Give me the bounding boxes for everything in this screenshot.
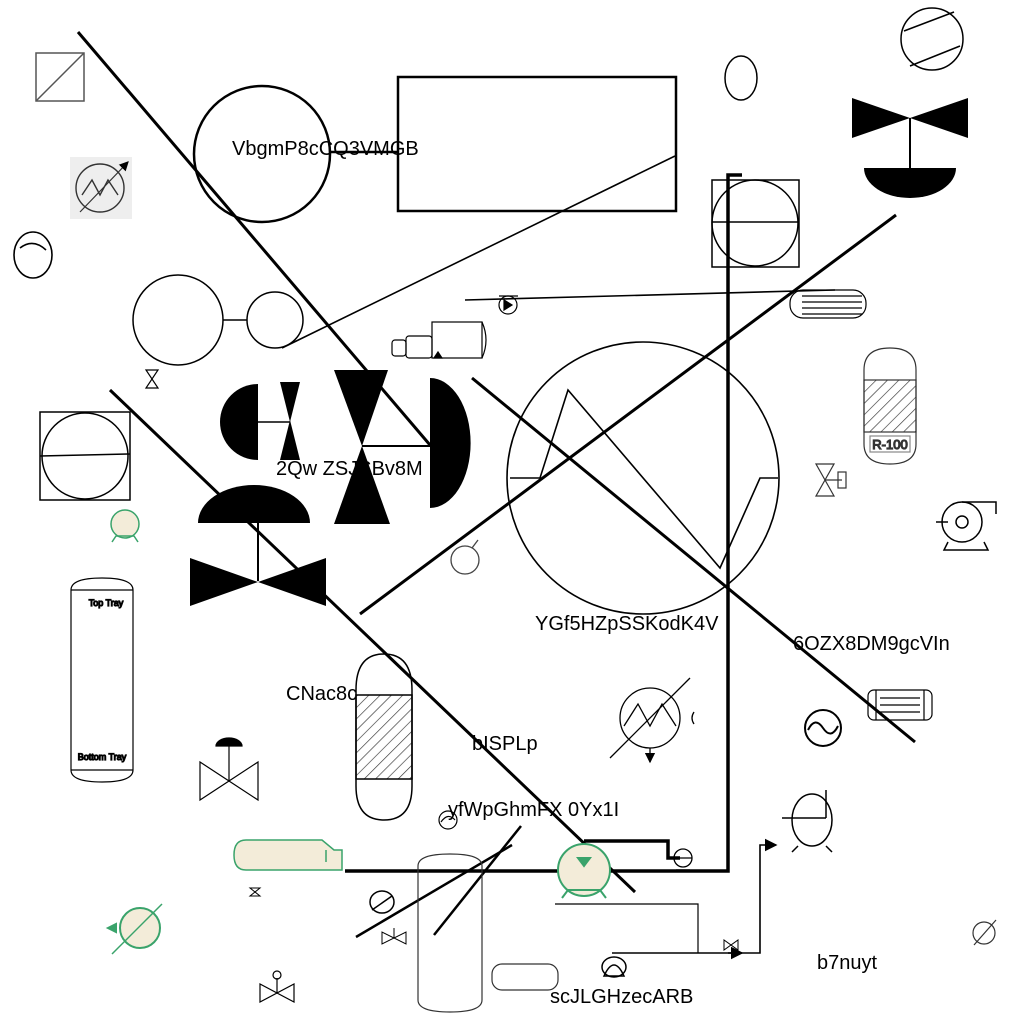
label-valve: 2Qw ZSJSBv8M [276, 458, 423, 480]
instrument-box [35, 52, 85, 102]
horizontal-drum [491, 963, 559, 991]
control-valve [852, 98, 968, 198]
heater-symbol [804, 709, 842, 747]
double-compressor [132, 274, 304, 366]
shell-exchanger-2 [867, 689, 933, 721]
instrument-icon [972, 919, 997, 946]
line-pump [673, 848, 693, 871]
label-compressor: VbgmP8cCQ3VMGB [232, 138, 419, 160]
shell-exchanger [789, 289, 867, 319]
motor-pump [391, 321, 487, 359]
reactor-r100: R-100 [863, 347, 917, 465]
process-line [612, 838, 778, 954]
inline-valve [723, 939, 739, 951]
process-line [555, 903, 699, 953]
column-bottom-label: Bottom Tray [78, 752, 127, 762]
process-line [108, 388, 637, 894]
round-exchanger [609, 677, 695, 764]
sensor-icon [450, 539, 480, 575]
valve-bottom-2 [381, 928, 407, 945]
small-valve-2 [248, 887, 262, 897]
label-pump: yfWpGhmFX 0Yx1I [448, 799, 619, 821]
label-corner: b7nuyt [817, 952, 877, 974]
valve-bottom [259, 970, 295, 1003]
process-lines [76, 31, 916, 960]
filter-icon [900, 7, 964, 71]
vertical-vessel [417, 853, 483, 1013]
reactor-tag: R-100 [872, 437, 907, 452]
separator-vessel [711, 179, 800, 268]
label-mid: bISPLp [472, 733, 538, 755]
pump-icon [13, 231, 53, 279]
green-centrifugal-pump [557, 843, 611, 899]
control-valve-cluster [190, 370, 471, 606]
label-exchanger: 6OZX8DM9gcVIn [793, 633, 950, 655]
label-bottom: scJLGHzecARB [550, 986, 693, 1008]
drum-vessel [39, 411, 131, 501]
column-top-label: Top Tray [89, 598, 124, 608]
green-tank [233, 839, 343, 871]
actuated-valve [814, 463, 847, 497]
small-pump-icon [498, 295, 518, 315]
process-line [433, 825, 522, 936]
fan-icon [601, 956, 627, 978]
process-line [355, 843, 513, 939]
green-pump [110, 509, 140, 543]
small-compressor [369, 890, 395, 914]
process-line [471, 376, 916, 744]
packed-vessel [355, 653, 413, 821]
small-valve [144, 369, 160, 389]
heat-exchanger-icon [70, 157, 132, 219]
centrifugal-pump [936, 501, 997, 551]
process-line [281, 155, 676, 349]
process-line [464, 289, 836, 301]
process-line [345, 173, 742, 873]
tag-labels: VbgmP8cCQ3VMGB 2Qw ZSJSBv8M YGf5HZpSSKod… [232, 138, 950, 1008]
label-heater: YGf5HZpSSKodK4V [535, 613, 719, 635]
compressor [192, 75, 678, 224]
process-line [359, 213, 897, 616]
label-drum: CNac8c [286, 683, 357, 705]
green-exchanger [105, 903, 163, 955]
agitator-vessel [782, 790, 833, 853]
distillation-column: Top Tray Bottom Tray [70, 577, 134, 783]
rotary-icon [438, 810, 458, 830]
oval-vessel [724, 55, 758, 101]
globe-valve [199, 737, 259, 802]
fired-heater [506, 341, 780, 615]
